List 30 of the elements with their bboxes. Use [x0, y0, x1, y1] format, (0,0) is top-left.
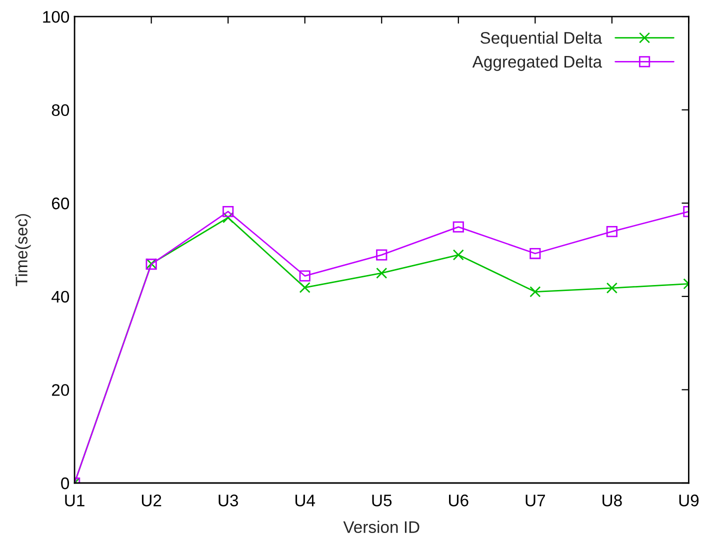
- point: [222, 206, 234, 218]
- point: [606, 226, 618, 238]
- x-tick-label: U1: [65, 494, 84, 506]
- point: [376, 268, 388, 279]
- x-tick-label: U3: [218, 494, 238, 506]
- y-tick-label: 40: [52, 290, 70, 303]
- x-tick-label: U8: [602, 494, 622, 506]
- y-axis-title: Time(sec): [15, 214, 31, 286]
- y-tick-label: 20: [52, 384, 70, 396]
- point: [299, 270, 310, 282]
- legend-label: Aggregated Delta: [472, 55, 602, 71]
- y-tick-label: 100: [43, 10, 70, 23]
- legend-label: Sequential Delta: [480, 32, 602, 48]
- y-tick-label: 60: [52, 198, 70, 210]
- point: [299, 282, 310, 294]
- point: [530, 286, 541, 298]
- point: [606, 282, 618, 294]
- x-tick-label: U9: [679, 494, 699, 506]
- x-tick-label: U7: [526, 494, 545, 506]
- point: [530, 248, 541, 260]
- x-tick-label: U2: [142, 494, 162, 506]
- point: [452, 249, 464, 260]
- x-tick-label: U6: [449, 494, 468, 506]
- y-tick-label: 0: [61, 477, 70, 490]
- point: [376, 249, 388, 260]
- x-axis-title: Version ID: [343, 520, 420, 533]
- x-tick-label: U4: [295, 494, 316, 506]
- x-tick-label: U5: [372, 494, 392, 506]
- y-tick-label: 80: [52, 104, 70, 116]
- point: [452, 221, 464, 232]
